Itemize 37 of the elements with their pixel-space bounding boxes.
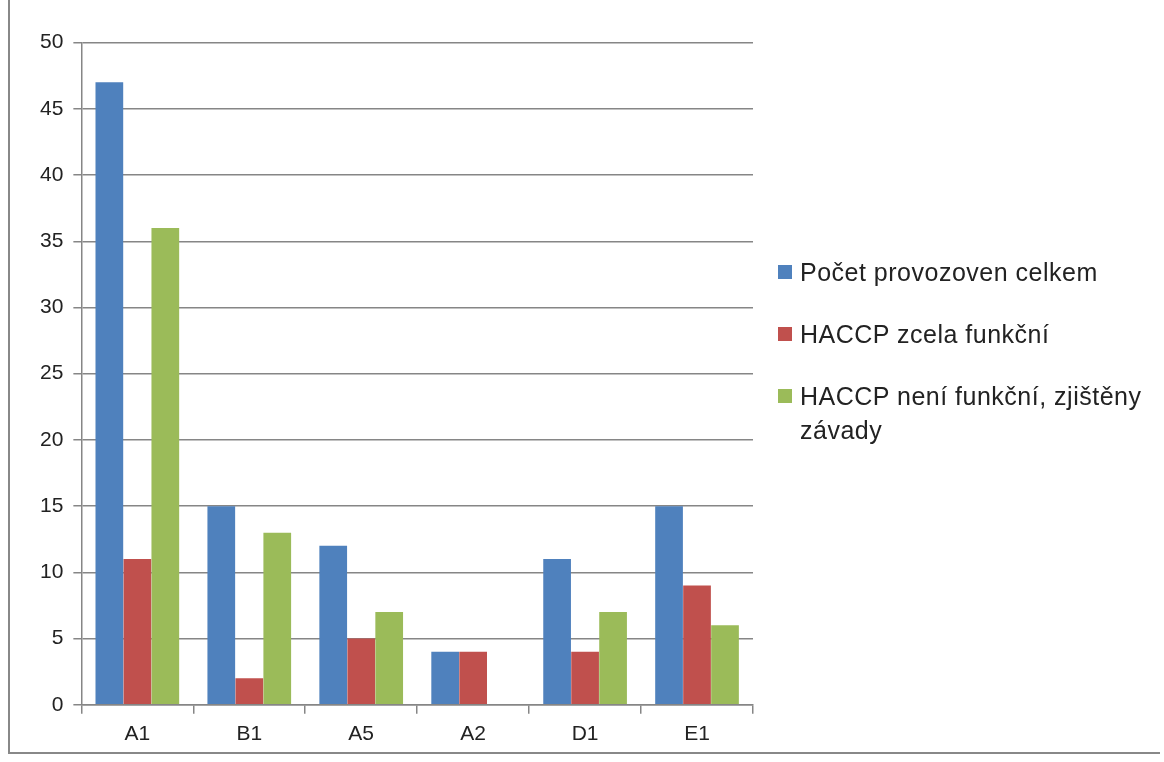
y-tick-label: 15 bbox=[40, 492, 64, 516]
x-tick-label: A5 bbox=[348, 721, 375, 745]
y-tick-label: 30 bbox=[40, 294, 64, 318]
y-tick-label: 20 bbox=[40, 426, 64, 450]
legend-label: HACCP není funkční, zjištěny závady bbox=[800, 381, 1143, 446]
y-tick-label: 25 bbox=[40, 360, 64, 384]
y-tick-label: 35 bbox=[40, 228, 64, 252]
bar bbox=[459, 651, 487, 705]
bar bbox=[571, 651, 599, 705]
bar bbox=[123, 559, 152, 705]
y-tick-label: 5 bbox=[51, 625, 64, 649]
bar bbox=[151, 228, 180, 705]
bar bbox=[235, 678, 264, 705]
bar bbox=[347, 638, 376, 705]
x-tick-label: A1 bbox=[124, 721, 151, 745]
legend-label: Počet provozoven celkem bbox=[800, 257, 1098, 288]
y-tick-label: 50 bbox=[40, 29, 64, 53]
y-tick-label: 10 bbox=[40, 559, 64, 583]
bar bbox=[95, 82, 124, 705]
bar bbox=[431, 651, 460, 705]
bar bbox=[319, 545, 348, 705]
bar bbox=[683, 585, 711, 705]
y-tick-label: 45 bbox=[40, 95, 64, 119]
bar bbox=[655, 506, 683, 705]
bar bbox=[711, 625, 739, 705]
bar bbox=[375, 612, 404, 705]
x-tick-label: E1 bbox=[684, 721, 710, 745]
x-tick-label: D1 bbox=[571, 721, 599, 745]
x-tick-label: B1 bbox=[236, 721, 263, 745]
bar bbox=[543, 559, 571, 705]
y-tick-label: 40 bbox=[40, 161, 64, 185]
bar bbox=[599, 612, 627, 705]
bar bbox=[263, 532, 292, 705]
bar bbox=[207, 506, 236, 705]
legend-label: HACCP zcela funkční bbox=[800, 319, 1050, 350]
x-tick-label: A2 bbox=[460, 721, 486, 745]
y-tick-label: 0 bbox=[51, 691, 64, 715]
